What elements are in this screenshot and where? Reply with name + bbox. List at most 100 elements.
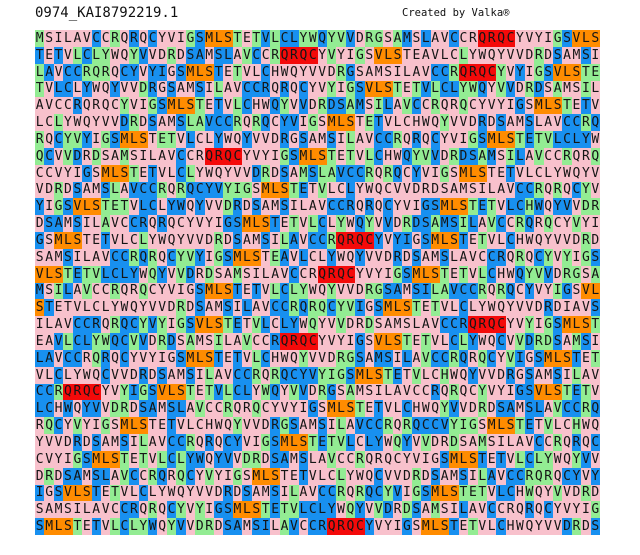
residue-cell: C [374,417,384,434]
residue-cell: L [82,248,92,266]
residue-cell: S [449,215,459,232]
residue-cell: V [317,181,327,199]
residue-cell: R [468,63,478,81]
residue-cell: A [543,114,553,131]
residue-cell: W [383,434,393,451]
residue-cell: V [487,215,497,232]
residue-cell: Q [308,316,318,333]
residue-cell: I [129,383,139,401]
residue-cell: E [35,333,45,350]
residue-cell: M [251,467,261,485]
residue-cell: Q [185,198,196,216]
residue-cell: R [72,434,83,451]
residue-cell: E [270,501,280,519]
residue-cell: G [166,63,177,81]
residue-cell: G [468,417,478,434]
residue-cell: V [242,164,252,182]
residue-cell: L [157,198,167,216]
residue-cell: R [148,467,158,485]
residue-cell: V [552,63,563,81]
residue-cell: C [364,417,374,434]
residue-cell: C [458,282,469,300]
residue-cell: C [326,198,337,216]
residue-cell: L [213,80,224,98]
residue-cell: Y [129,349,139,367]
residue-cell: S [166,80,177,98]
residue-cell: S [458,467,469,485]
residue-cell: S [157,97,167,115]
residue-cell: G [374,30,384,47]
residue-cell: M [355,366,365,384]
residue-cell: C [345,450,356,468]
residue-cell: C [421,383,431,401]
residue-cell: V [176,417,186,434]
residue-cell: S [44,232,54,249]
residue-cell: T [571,349,582,367]
residue-cell: R [204,434,214,451]
residue-cell: V [232,80,243,98]
residue-cell: I [270,232,280,249]
residue-cell: R [392,248,403,266]
residue-cell: V [289,97,299,115]
residue-cell: Y [326,30,337,47]
residue-cell: Y [279,383,290,401]
residue-cell: Q [590,400,600,418]
residue-cell: R [53,181,64,199]
residue-cell: M [477,434,487,451]
residue-cell: S [543,80,553,98]
residue-cell: R [543,299,553,317]
residue-cell: S [562,30,572,47]
residue-cell: S [402,299,412,317]
residue-cell: E [524,417,535,434]
residue-cell: I [213,215,224,232]
residue-cell: C [496,316,506,333]
residue-cell: Q [439,383,450,401]
residue-cell: C [374,467,384,485]
residue-cell: A [100,434,111,451]
residue-cell: C [326,467,337,485]
residue-cell: R [326,232,337,249]
residue-cell: L [336,400,346,418]
residue-cell: V [44,97,54,115]
residue-cell: R [279,80,290,98]
residue-cell: I [232,181,243,199]
residue-cell: V [326,46,337,64]
residue-cell: I [571,248,582,266]
residue-cell: R [289,299,299,317]
residue-cell: L [487,518,497,535]
residue-cell: Y [63,114,73,131]
residue-cell: D [524,333,535,350]
residue-cell: R [515,215,525,232]
residue-cell: Y [392,232,403,249]
residue-cell: R [195,265,205,283]
residue-cell: W [534,198,544,216]
residue-cell: V [326,333,337,350]
residue-cell: V [562,198,572,216]
residue-cell: Q [242,114,252,131]
residue-cell: R [430,383,440,401]
residue-cell: L [487,181,497,199]
residue-cell: A [364,349,374,367]
residue-cell: Q [119,30,130,47]
residue-cell: C [571,181,582,199]
residue-cell: Y [82,400,92,418]
residue-cell: C [383,131,393,148]
residue-cell: C [477,248,487,266]
residue-cell: T [72,518,83,535]
residue-cell: L [82,299,92,317]
residue-cell: T [534,131,544,148]
residue-cell: V [505,450,516,468]
residue-cell: M [534,97,544,115]
residue-cell: M [439,198,450,216]
residue-cell: C [402,114,412,131]
residue-cell: Q [204,147,214,165]
residue-cell: A [166,366,177,384]
residue-cell: V [298,215,309,232]
residue-cell: A [449,181,459,199]
residue-cell: R [213,147,224,165]
residue-cell: L [100,299,111,317]
residue-cell: V [402,97,412,115]
residue-cell: S [298,434,309,451]
residue-cell: C [430,131,440,148]
residue-cell: D [487,400,497,418]
